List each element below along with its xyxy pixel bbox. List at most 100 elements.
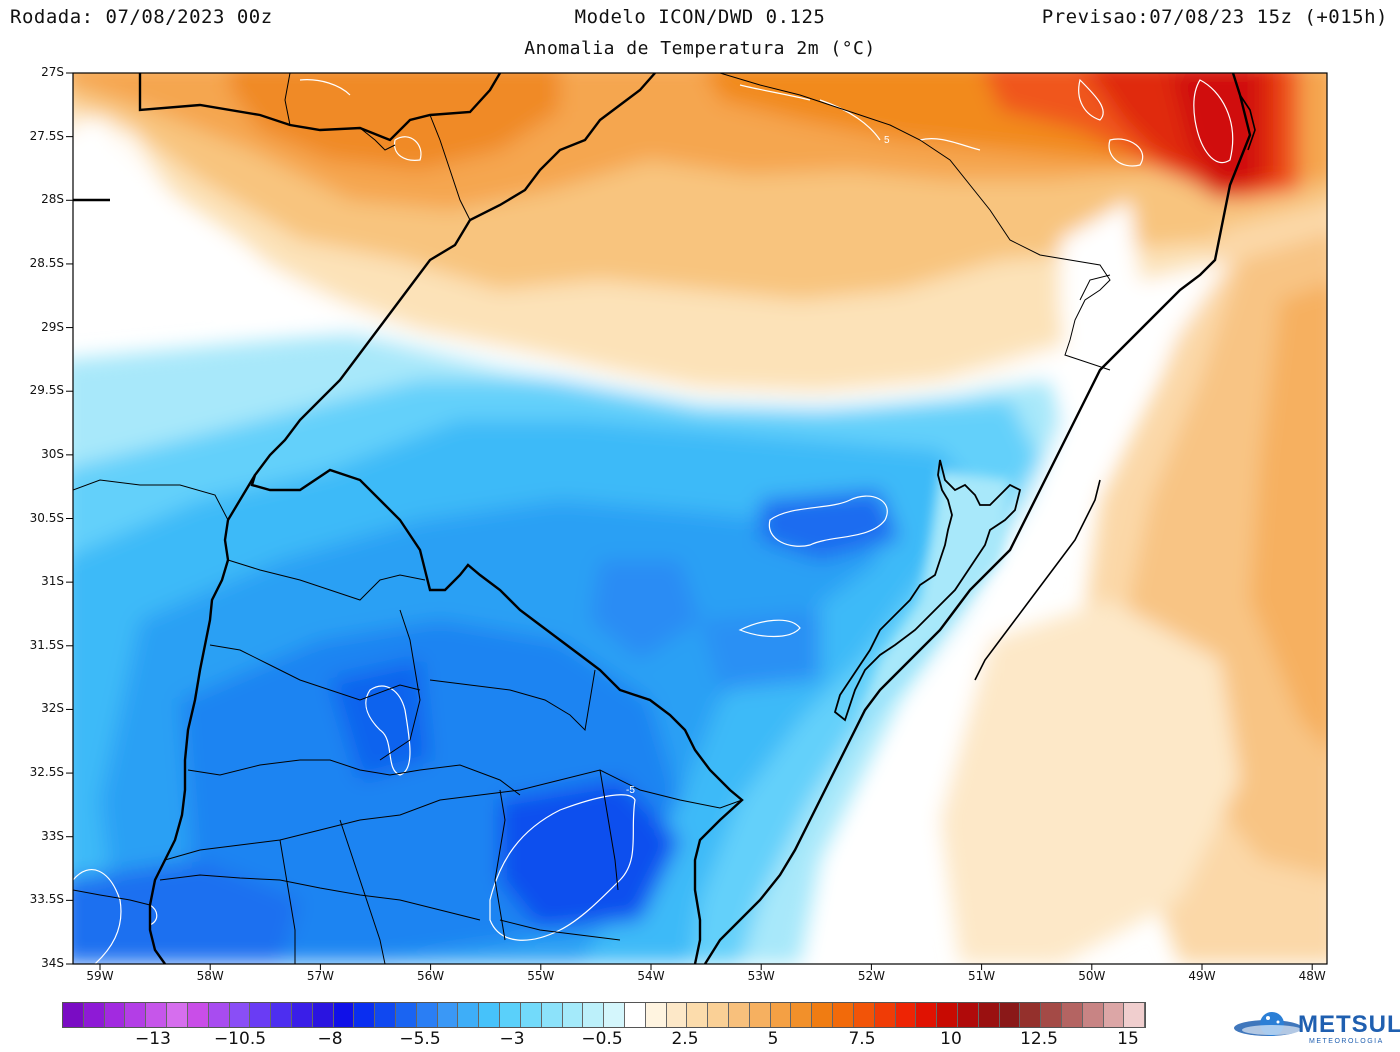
colorbar-label: −13 bbox=[135, 1029, 171, 1049]
latitude-label: 33.5S bbox=[29, 892, 64, 907]
latitude-label: 34S bbox=[41, 956, 64, 970]
colorbar-swatch bbox=[541, 1003, 563, 1027]
colorbar-swatch bbox=[562, 1003, 584, 1027]
colorbar-label: 10 bbox=[940, 1029, 962, 1049]
colorbar-swatch bbox=[1041, 1003, 1062, 1027]
colorbar-swatch bbox=[895, 1003, 917, 1027]
colorbar-swatch bbox=[83, 1003, 105, 1027]
colorbar-swatch bbox=[375, 1003, 396, 1027]
latitude-label: 31.5S bbox=[29, 637, 64, 652]
colorbar-swatch bbox=[437, 1003, 459, 1027]
colorbar-swatch bbox=[791, 1003, 813, 1027]
colorbar-swatch bbox=[354, 1003, 376, 1027]
colorbar-label: 7.5 bbox=[848, 1029, 876, 1049]
longitude-label: 56W bbox=[417, 969, 445, 983]
longitude-label: 49W bbox=[1188, 969, 1216, 983]
colorbar-swatch bbox=[229, 1003, 251, 1027]
colorbar-label: 12.5 bbox=[1020, 1029, 1058, 1049]
colorbar-swatch bbox=[916, 1003, 938, 1027]
colorbar-swatch bbox=[208, 1003, 230, 1027]
colorbar-swatch bbox=[291, 1003, 313, 1027]
run-time-label: Rodada: 07/08/2023 00z bbox=[10, 6, 273, 28]
colorbar bbox=[62, 1002, 1146, 1028]
latitude-label: 31S bbox=[41, 574, 64, 589]
temperature-anomaly-map: -5 5 bbox=[66, 72, 1328, 970]
logo-name: METSUL bbox=[1298, 1011, 1400, 1038]
latitude-label: 28S bbox=[41, 192, 64, 207]
colorbar-swatch bbox=[271, 1003, 292, 1027]
colorbar-swatch bbox=[146, 1003, 168, 1027]
colorbar-label: −8 bbox=[317, 1029, 343, 1049]
longitude-label: 59W bbox=[86, 969, 114, 983]
colorbar-swatch bbox=[458, 1003, 480, 1027]
colorbar-swatch bbox=[645, 1003, 667, 1027]
colorbar-label: −5.5 bbox=[399, 1029, 441, 1049]
colorbar-swatch bbox=[500, 1003, 521, 1027]
latitude-label: 32.5S bbox=[29, 765, 64, 780]
latitude-label: 30.5S bbox=[29, 510, 64, 525]
contour-label: 5 bbox=[884, 135, 890, 146]
colorbar-swatch bbox=[999, 1003, 1021, 1027]
model-name-label: Modelo ICON/DWD 0.125 bbox=[574, 6, 826, 28]
colorbar-swatch bbox=[749, 1003, 771, 1027]
contour-label: -5 bbox=[626, 785, 635, 796]
colorbar-swatch bbox=[583, 1003, 605, 1027]
colorbar-swatch bbox=[833, 1003, 854, 1027]
colorbar-swatch bbox=[520, 1003, 542, 1027]
colorbar-swatch bbox=[666, 1003, 688, 1027]
colorbar-swatch bbox=[1062, 1003, 1083, 1027]
colorbar-swatch bbox=[957, 1003, 979, 1027]
latitude-label: 33S bbox=[41, 828, 64, 843]
colorbar-swatch bbox=[853, 1003, 875, 1027]
colorbar-swatch bbox=[687, 1003, 709, 1027]
colorbar-swatch bbox=[479, 1003, 501, 1027]
colorbar-swatch bbox=[1082, 1003, 1104, 1027]
longitude-label: 54W bbox=[637, 969, 665, 983]
colorbar-swatch bbox=[1103, 1003, 1125, 1027]
longitude-label: 57W bbox=[306, 969, 334, 983]
latitude-label: 28.5S bbox=[29, 255, 64, 270]
longitude-label: 50W bbox=[1078, 969, 1106, 983]
colorbar-swatch bbox=[104, 1003, 126, 1027]
colorbar-label: 2.5 bbox=[671, 1029, 699, 1049]
colorbar-swatch bbox=[333, 1003, 355, 1027]
colorbar-swatch bbox=[729, 1003, 750, 1027]
colorbar-swatch bbox=[312, 1003, 334, 1027]
colorbar-swatch bbox=[874, 1003, 896, 1027]
colorbar-label: −3 bbox=[499, 1029, 525, 1049]
longitude-label: 52W bbox=[857, 969, 885, 983]
longitude-label: 55W bbox=[527, 969, 555, 983]
colorbar-swatch bbox=[167, 1003, 188, 1027]
colorbar-swatch bbox=[770, 1003, 792, 1027]
colorbar-swatch bbox=[187, 1003, 209, 1027]
longitude-label: 53W bbox=[747, 969, 775, 983]
colorbar-label: −10.5 bbox=[213, 1029, 267, 1049]
colorbar-swatch bbox=[396, 1003, 417, 1027]
longitude-label: 48W bbox=[1298, 969, 1326, 983]
colorbar-swatch bbox=[937, 1003, 958, 1027]
metsul-logo bbox=[1234, 1012, 1302, 1036]
latitude-label: 29S bbox=[41, 319, 64, 334]
colorbar-label: 5 bbox=[767, 1029, 779, 1049]
latitude-label: 27.5S bbox=[29, 128, 64, 143]
forecast-time-label: Previsao:07/08/23 15z (+015h) bbox=[1041, 6, 1388, 28]
colorbar-swatch bbox=[1020, 1003, 1042, 1027]
colorbar-swatch bbox=[63, 1003, 84, 1027]
colorbar-swatch bbox=[708, 1003, 729, 1027]
latitude-label: 29.5S bbox=[29, 383, 64, 398]
colorbar-swatch bbox=[624, 1003, 646, 1027]
longitude-label: 51W bbox=[968, 969, 996, 983]
logo-tagline: METEOROLOGIA bbox=[1309, 1038, 1384, 1045]
longitude-label: 58W bbox=[196, 969, 224, 983]
colorbar-swatch bbox=[416, 1003, 438, 1027]
colorbar-swatch bbox=[604, 1003, 625, 1027]
latitude-label: 27S bbox=[41, 65, 64, 79]
latitude-label: 30S bbox=[41, 446, 64, 461]
colorbar-swatch bbox=[812, 1003, 834, 1027]
latitude-label: 32S bbox=[41, 701, 64, 716]
colorbar-label: −0.5 bbox=[581, 1029, 623, 1049]
colorbar-swatch bbox=[1124, 1003, 1146, 1027]
colorbar-swatch bbox=[250, 1003, 272, 1027]
colorbar-swatch bbox=[978, 1003, 1000, 1027]
colorbar-swatch bbox=[125, 1003, 147, 1027]
